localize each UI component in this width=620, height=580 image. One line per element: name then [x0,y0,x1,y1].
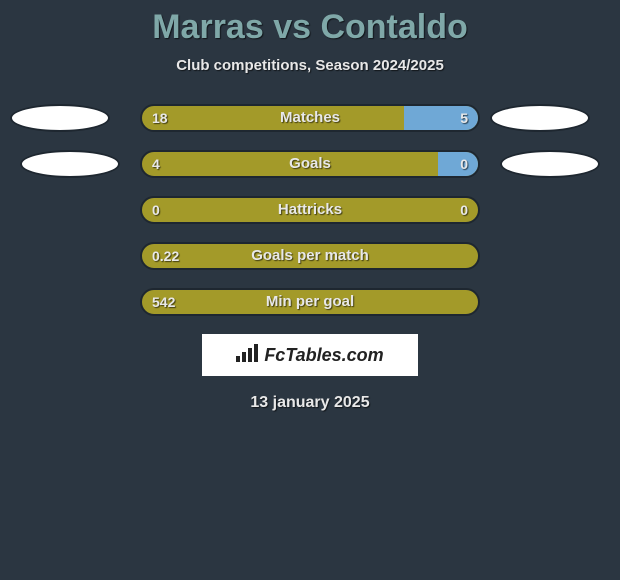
stat-bar [140,288,480,316]
comparison-chart: Matches185 Goals40 Hattricks00 Goals per ma… [0,104,620,316]
stat-bar [140,104,480,132]
stat-bar [140,242,480,270]
bar-chart-icon [236,344,258,367]
stat-row: Matches185 [0,104,620,132]
stat-bar-right [438,152,478,176]
stat-bar [140,196,480,224]
date-label: 13 january 2025 [0,394,620,412]
logo-box: FcTables.com [202,334,418,376]
stat-row: Min per goal542 [0,288,620,316]
stat-bar-right [404,106,478,130]
logo-text: FcTables.com [264,345,383,366]
page-title: Marras vs Contaldo [0,0,620,47]
stat-bar [140,150,480,178]
player-placeholder-right [500,150,600,178]
player-placeholder-left [20,150,120,178]
player-placeholder-right [490,104,590,132]
stat-row: Goals40 [0,150,620,178]
stat-row: Goals per match0.22 [0,242,620,270]
player-placeholder-left [10,104,110,132]
subtitle: Club competitions, Season 2024/2025 [0,57,620,74]
stat-row: Hattricks00 [0,196,620,224]
